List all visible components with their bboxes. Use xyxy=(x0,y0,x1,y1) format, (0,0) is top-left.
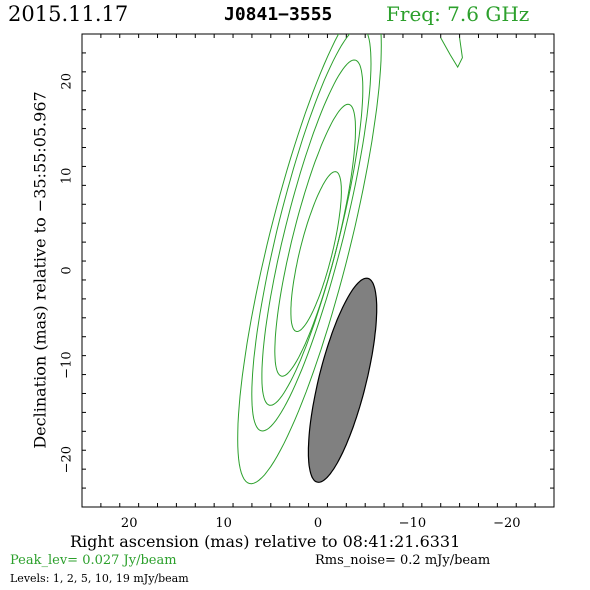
plot-frame xyxy=(81,33,555,508)
y-tick-label: 10 xyxy=(60,168,75,185)
axis-tick-labels: 20 10 0 −10 −20 20 10 0 −10 −20 xyxy=(60,73,521,531)
contour-corner-feature xyxy=(440,37,463,69)
x-tick-label: 0 xyxy=(314,516,322,531)
contour-10-mjy xyxy=(274,103,357,377)
y-tick-label: −10 xyxy=(60,351,75,378)
axis-ticks xyxy=(81,33,555,508)
contour-2-mjy xyxy=(251,34,372,432)
observation-date: 2015.11.17 xyxy=(8,2,129,26)
rms-noise: Rms_noise= 0.2 mJy/beam xyxy=(315,553,491,568)
y-tick-label: 20 xyxy=(60,73,75,90)
x-tick-label: −10 xyxy=(399,516,426,531)
y-tick-label: −20 xyxy=(60,446,75,473)
frequency-label: Freq: 7.6 GHz xyxy=(386,2,530,26)
contour-layer xyxy=(237,34,463,485)
contour-1-mjy xyxy=(237,34,382,485)
y-axis-label: Declination (mas) relative to −35:55:05.… xyxy=(31,91,50,448)
y-tick-label: 0 xyxy=(60,266,75,274)
x-tick-label: −20 xyxy=(493,516,520,531)
beam-ellipse xyxy=(307,277,378,483)
x-tick-label: 20 xyxy=(121,516,138,531)
beam-layer xyxy=(307,277,378,483)
x-tick-label: 10 xyxy=(215,516,232,531)
peak-level: Peak_lev= 0.027 Jy/beam xyxy=(10,553,177,568)
source-name: J0841−3555 xyxy=(224,4,333,25)
x-axis-label: Right ascension (mas) relative to 08:41:… xyxy=(70,532,461,551)
contour-levels: Levels: 1, 2, 5, 10, 19 mJy/beam xyxy=(10,572,189,585)
contour-19-mjy xyxy=(290,171,342,333)
